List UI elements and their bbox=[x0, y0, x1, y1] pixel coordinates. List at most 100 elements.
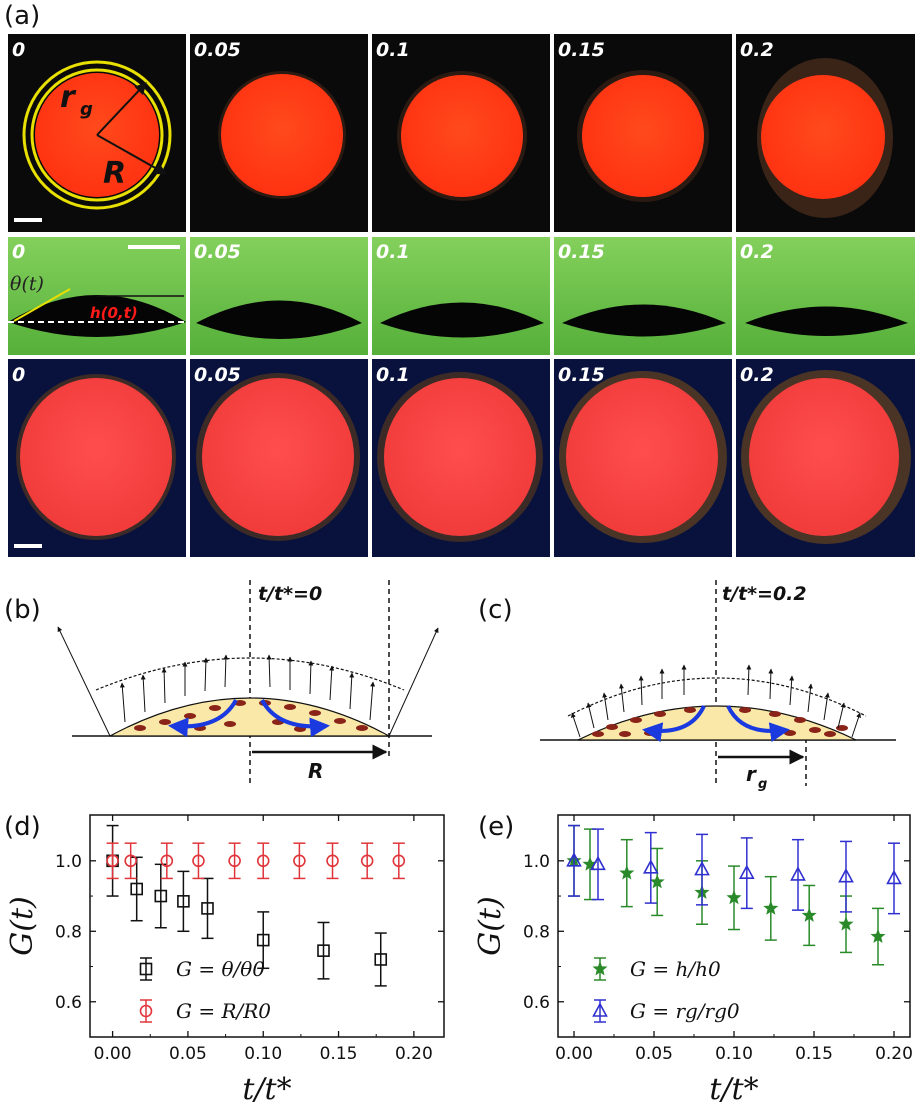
row1-frame-3 bbox=[372, 34, 550, 232]
circle-marker bbox=[124, 854, 137, 868]
x-tick-label: 0.20 bbox=[395, 1044, 433, 1064]
data-point bbox=[317, 921, 330, 980]
panel-label-b: (b) bbox=[4, 595, 41, 625]
circle-marker bbox=[392, 854, 406, 868]
data-point bbox=[694, 833, 710, 906]
square-marker bbox=[154, 889, 168, 903]
circle-marker bbox=[106, 854, 119, 868]
row1-frame-4 bbox=[554, 34, 732, 232]
data-point bbox=[374, 932, 388, 987]
star-marker bbox=[726, 889, 742, 905]
row1-frame-5 bbox=[736, 34, 915, 232]
panel-label-c: (c) bbox=[478, 595, 513, 625]
triangle-marker bbox=[790, 866, 806, 881]
circle-marker bbox=[360, 854, 374, 868]
chart-d: 0.00 0.05 0.10 0.15 0.20 0.6 0.8 1.0 t/t* G(t) G =… bbox=[5, 814, 445, 1107]
circle-marker bbox=[326, 854, 339, 868]
x-tick-label: 0.15 bbox=[795, 1044, 833, 1064]
circle-marker bbox=[139, 1004, 153, 1018]
scale-bar bbox=[14, 218, 42, 222]
panel-c-schematic: t/t*=0.2 bbox=[540, 580, 896, 792]
legend-entry: G = θ/θ0 bbox=[139, 957, 265, 981]
x-tick-label: 0.10 bbox=[715, 1044, 753, 1064]
data-point bbox=[256, 911, 270, 970]
circle-marker bbox=[160, 854, 174, 868]
data-point bbox=[566, 824, 582, 897]
circle-marker bbox=[256, 854, 270, 868]
row2-frame-3 bbox=[372, 237, 550, 355]
row2-frame-2 bbox=[190, 237, 368, 355]
evaporation-arrows bbox=[57, 626, 439, 737]
series-square bbox=[106, 824, 388, 987]
row2-frame-5 bbox=[736, 237, 915, 355]
square-marker bbox=[317, 944, 330, 957]
row1-label-1: 0 bbox=[12, 39, 25, 61]
data-point bbox=[192, 842, 205, 880]
triangle-marker bbox=[838, 867, 854, 883]
triangle-marker bbox=[886, 869, 902, 885]
legend-label: G = R/R0 bbox=[176, 999, 271, 1023]
panel-b-schematic: t/t*=0 bbox=[57, 580, 439, 784]
R-annotation: R bbox=[103, 156, 126, 191]
row1-frame-1: r g R bbox=[8, 34, 186, 232]
square-marker bbox=[256, 933, 270, 947]
legend-label: G = θ/θ0 bbox=[176, 957, 265, 981]
data-point bbox=[763, 875, 779, 941]
data-point bbox=[124, 842, 137, 880]
y-tick-label: 0.6 bbox=[523, 993, 550, 1013]
evaporation-arrows-c bbox=[571, 664, 861, 738]
row1-frame-2 bbox=[190, 34, 368, 232]
h-annotation: h(0,t) bbox=[90, 304, 138, 322]
data-point bbox=[228, 842, 241, 880]
square-marker bbox=[177, 895, 190, 908]
data-point bbox=[801, 884, 817, 947]
data-point bbox=[160, 842, 174, 880]
triangle-marker bbox=[566, 852, 582, 867]
series-star bbox=[566, 824, 886, 966]
row2-frame-4 bbox=[554, 237, 732, 355]
y-axis-label: G(t) bbox=[473, 896, 508, 955]
circle-marker bbox=[192, 854, 205, 868]
row1-label-5: 0.2 bbox=[740, 39, 774, 61]
legend-entry: G = h/h0 bbox=[592, 957, 721, 981]
row2-frame-1: θ(t) h(0,t) bbox=[8, 237, 186, 355]
row2-label-2: 0.05 bbox=[194, 241, 241, 263]
row3-label-4: 0.15 bbox=[558, 364, 605, 386]
x-tick-label: 0.15 bbox=[320, 1044, 358, 1064]
rg-annotation: r bbox=[60, 80, 77, 115]
chart-e: 0.00 0.05 0.10 0.15 0.20 0.6 0.8 1.0 t/t* G(t) G =… bbox=[473, 814, 913, 1107]
data-point bbox=[256, 842, 270, 880]
x-tick-label: 0.05 bbox=[635, 1044, 673, 1064]
row1-label-4: 0.15 bbox=[558, 39, 605, 61]
panel-label-a: (a) bbox=[4, 1, 40, 31]
row3-label-1: 0 bbox=[12, 364, 25, 386]
square-marker bbox=[374, 953, 388, 966]
legend-label: G = h/h0 bbox=[630, 957, 721, 981]
square-marker bbox=[130, 882, 143, 896]
star-marker bbox=[649, 874, 665, 889]
data-point bbox=[293, 842, 306, 880]
data-point bbox=[360, 842, 374, 880]
y-tick-label: 1.0 bbox=[523, 852, 550, 872]
y-axis-label: G(t) bbox=[5, 896, 40, 955]
data-point bbox=[870, 907, 886, 966]
legend-entry: G = rg/rg0 bbox=[592, 999, 740, 1023]
square-marker bbox=[139, 962, 153, 976]
panel-b-R: R bbox=[308, 759, 323, 783]
data-point bbox=[649, 847, 665, 917]
circle-marker bbox=[228, 854, 241, 868]
data-point bbox=[726, 865, 742, 931]
star-marker bbox=[870, 928, 886, 943]
triangle-marker bbox=[738, 864, 755, 879]
triangle-marker bbox=[642, 859, 659, 874]
row2-label-4: 0.15 bbox=[558, 241, 605, 263]
data-point bbox=[642, 831, 659, 904]
legend-label: G = rg/rg0 bbox=[630, 999, 740, 1023]
row2-label-3: 0.1 bbox=[376, 241, 410, 263]
x-axis-label: t/t* bbox=[242, 1072, 291, 1107]
star-marker bbox=[763, 900, 779, 915]
data-point bbox=[790, 838, 806, 911]
data-point bbox=[326, 842, 339, 880]
data-point bbox=[738, 837, 755, 910]
